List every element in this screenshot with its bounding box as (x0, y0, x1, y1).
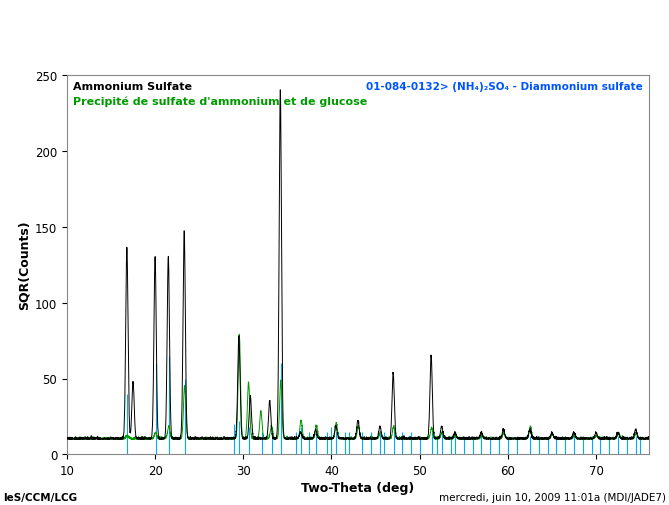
Text: leS/CCM/LCG: leS/CCM/LCG (3, 492, 78, 502)
Text: Ammonium Sulfate: Ammonium Sulfate (73, 81, 192, 91)
Text: Precipité de sulfate d'ammonium et de glucose: Precipité de sulfate d'ammonium et de gl… (73, 96, 367, 107)
X-axis label: Two-Theta (deg): Two-Theta (deg) (301, 481, 415, 494)
Y-axis label: SQR(Counts): SQR(Counts) (18, 220, 31, 310)
Text: 01-084-0132> (NH₄)₂SO₄ - Diammonium sulfate: 01-084-0132> (NH₄)₂SO₄ - Diammonium sulf… (367, 81, 643, 91)
Text: mercredi, juin 10, 2009 11:01a (MDI/JADE7): mercredi, juin 10, 2009 11:01a (MDI/JADE… (439, 492, 666, 502)
